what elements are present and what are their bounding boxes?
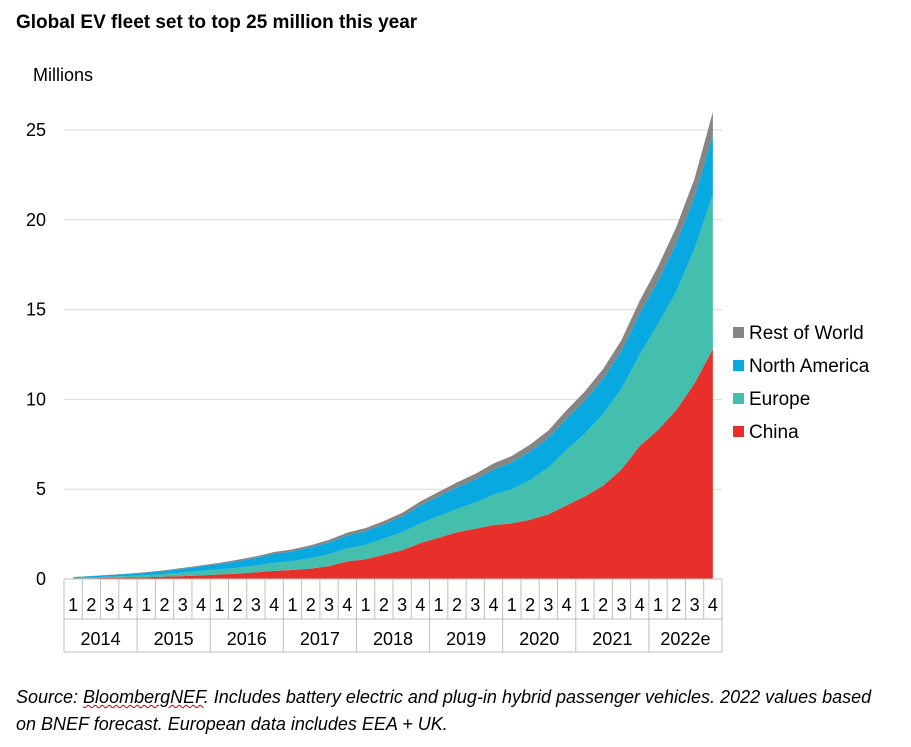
y-tick-label: 0 <box>36 569 46 589</box>
x-quarter-label: 4 <box>562 595 572 615</box>
x-quarter-label: 3 <box>690 595 700 615</box>
x-year-label: 2021 <box>592 629 632 649</box>
x-axis: 1 2 3 4 1 2 3 4 1 2 3 4 1 2 3 4 1 2 3 4 1 2 3 4 1 2 3 4 1 2 3 4 1 2 3 42014… <box>63 578 723 653</box>
chart-title: Global EV fleet set to top 25 million th… <box>16 12 418 33</box>
x-year-label: 2018 <box>373 629 413 649</box>
x-quarter-label: 2 <box>598 595 608 615</box>
x-quarter-label: 1 <box>580 595 590 615</box>
x-quarter-label: 3 <box>543 595 553 615</box>
x-quarter-label: 1 <box>507 595 517 615</box>
area-series <box>73 112 713 579</box>
x-quarter-label: 3 <box>178 595 188 615</box>
x-quarter-label: 2 <box>525 595 535 615</box>
x-year-label: 2014 <box>81 629 121 649</box>
x-year-label: 2017 <box>300 629 340 649</box>
x-quarter-label: 1 <box>434 595 444 615</box>
x-quarter-label: 4 <box>196 595 206 615</box>
legend-swatch-europe <box>733 393 744 404</box>
legend-swatch-rest-of-world <box>733 327 744 338</box>
x-quarter-label: 1 <box>141 595 151 615</box>
x-quarter-label: 4 <box>489 595 499 615</box>
x-quarter-label: 1 <box>68 595 78 615</box>
legend-swatch-china <box>733 426 744 437</box>
x-quarter-label: 2 <box>86 595 96 615</box>
y-tick-label: 15 <box>26 300 46 320</box>
source-note: Source: BloombergNEF. Includes battery e… <box>16 684 896 738</box>
x-quarter-label: 3 <box>105 595 115 615</box>
legend: Rest of World North America Europe China <box>733 323 870 443</box>
x-quarter-label: 3 <box>470 595 480 615</box>
legend-label-china: China <box>749 422 799 443</box>
x-quarter-label: 4 <box>269 595 279 615</box>
legend-label-north-america: North America <box>749 356 870 377</box>
y-tick-label: 20 <box>26 210 46 230</box>
source-prefix: Source: <box>16 687 84 707</box>
x-quarter-label: 4 <box>342 595 352 615</box>
y-axis-label: Millions <box>33 65 93 85</box>
x-quarter-label: 3 <box>324 595 334 615</box>
x-quarter-label: 2 <box>379 595 389 615</box>
area-china <box>73 349 713 579</box>
x-quarter-label: 4 <box>708 595 718 615</box>
source-brand: BloombergNEF <box>83 687 204 707</box>
x-quarter-label: 2 <box>671 595 681 615</box>
legend-swatch-north-america <box>733 360 744 371</box>
x-quarter-label: 3 <box>251 595 261 615</box>
x-quarter-label: 1 <box>287 595 297 615</box>
x-quarter-label: 1 <box>653 595 663 615</box>
y-tick-label: 5 <box>36 479 46 499</box>
x-year-label: 2020 <box>519 629 559 649</box>
x-quarter-label: 4 <box>415 595 425 615</box>
x-quarter-label: 2 <box>306 595 316 615</box>
x-quarter-label: 3 <box>616 595 626 615</box>
x-year-label: 2019 <box>446 629 486 649</box>
x-quarter-label: 4 <box>123 595 133 615</box>
y-tick-label: 25 <box>26 120 46 140</box>
x-year-label: 2016 <box>227 629 267 649</box>
y-tick-label: 10 <box>26 389 46 409</box>
x-year-label: 2022e <box>660 629 710 649</box>
x-quarter-label: 1 <box>361 595 371 615</box>
x-quarter-label: 3 <box>397 595 407 615</box>
x-year-label: 2015 <box>154 629 194 649</box>
y-axis: 0 5 10 15 20 25 <box>26 120 46 589</box>
x-quarter-label: 2 <box>452 595 462 615</box>
legend-label-europe: Europe <box>749 389 810 410</box>
source-text: . Includes battery electric and plug-in … <box>16 687 872 734</box>
area-europe <box>73 194 713 579</box>
legend-label-rest-of-world: Rest of World <box>749 323 864 344</box>
x-quarter-label: 2 <box>160 595 170 615</box>
x-quarter-label: 2 <box>233 595 243 615</box>
x-quarter-label: 1 <box>214 595 224 615</box>
x-quarter-label: 4 <box>635 595 645 615</box>
